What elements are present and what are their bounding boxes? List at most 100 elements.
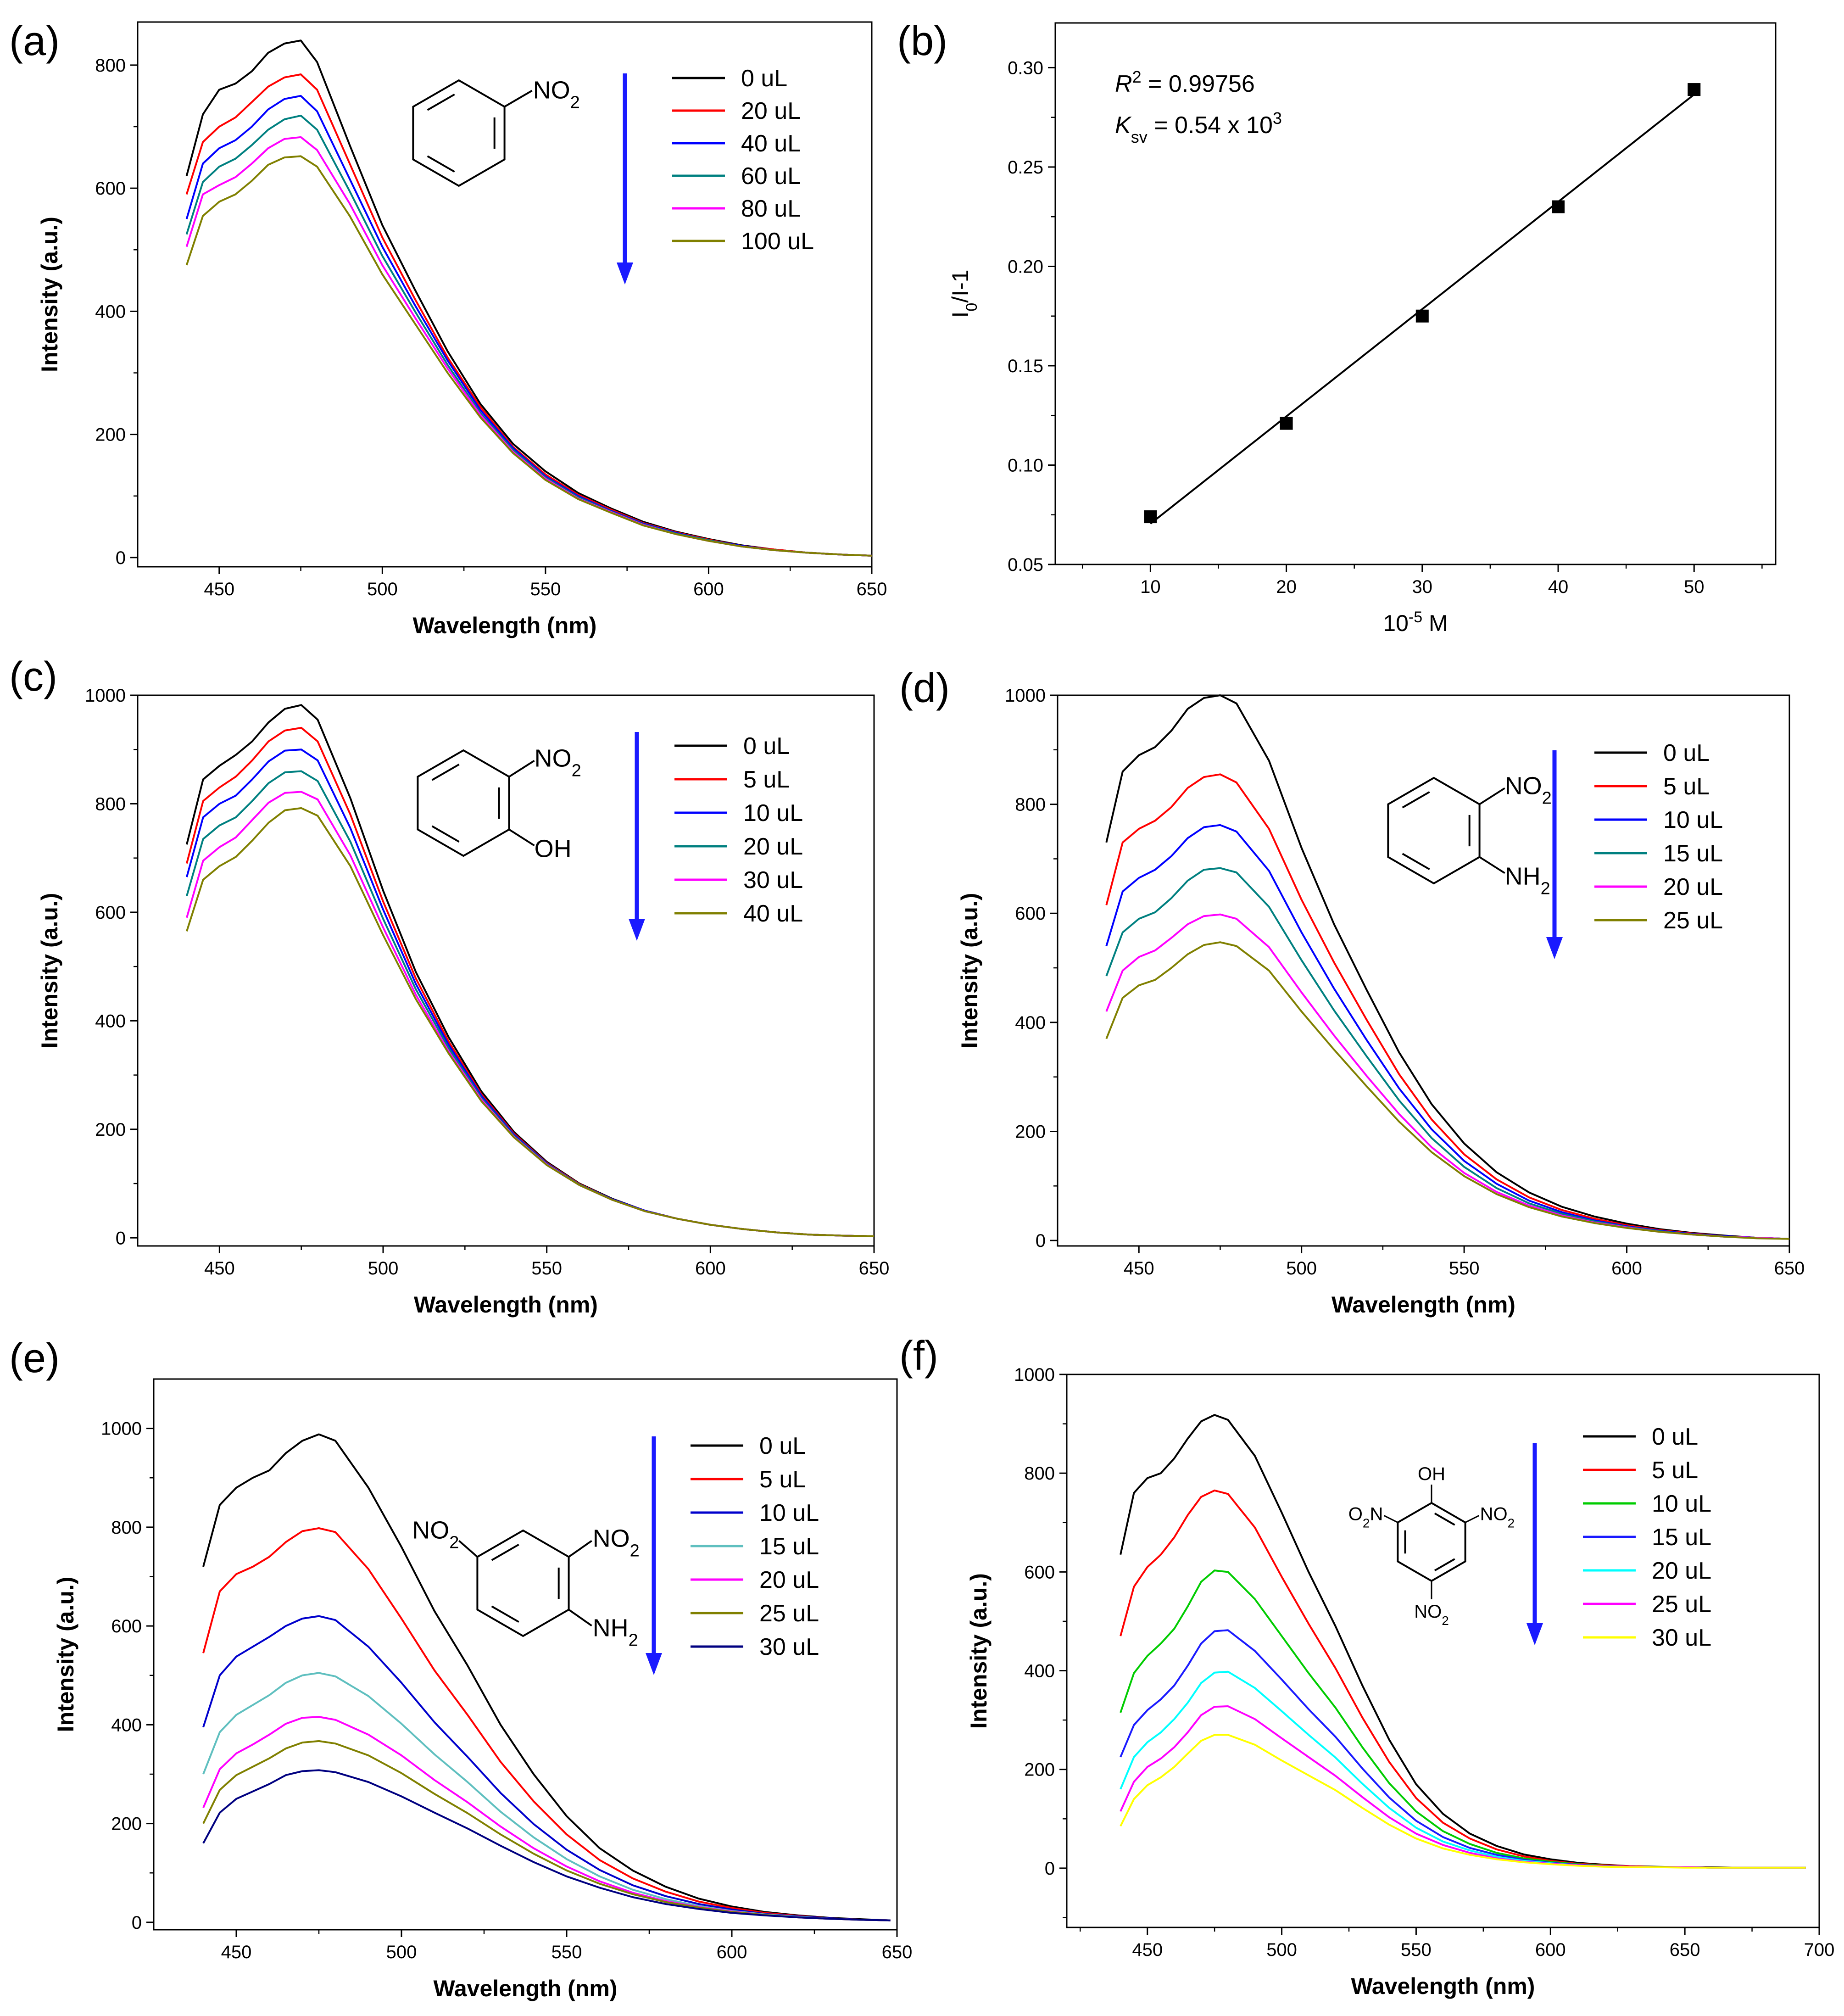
legend-label-c: 30 uL xyxy=(743,867,803,894)
legend-label-f: 10 uL xyxy=(1652,1491,1711,1517)
molecule-no2-label-a-sub: 2 xyxy=(570,93,580,112)
x-tick-label-b: 50 xyxy=(1684,577,1705,597)
x-tick-label-d: 500 xyxy=(1286,1258,1317,1279)
y-tick-label-f: 400 xyxy=(1024,1661,1055,1681)
y-tick-label-d: 400 xyxy=(1015,1013,1046,1033)
legend-label-f: 25 uL xyxy=(1652,1591,1711,1618)
y-axis-title-suffix: /I-1 xyxy=(947,269,973,302)
series-line-e-0 xyxy=(202,1433,891,1921)
x-tick-label-b: 30 xyxy=(1412,577,1433,597)
molecule-oh-label-c: OH xyxy=(535,835,572,863)
x-axis-title-a: Wavelength (nm) xyxy=(413,613,597,638)
ring-double-bond-d xyxy=(1402,791,1430,809)
molecule-no2-left-label-e-sub: 2 xyxy=(449,1533,459,1552)
annotation-r2-b: R2 = 0.99756 xyxy=(1115,67,1255,98)
y-tick-label-a: 800 xyxy=(95,56,126,76)
legend-label-a: 60 uL xyxy=(741,163,801,190)
chart-panel-a: (a) 450 500 550 600 650 0 200 400 600 800 Wavelengt… xyxy=(9,18,887,638)
x-tick-label-e: 600 xyxy=(717,1942,747,1962)
legend-label-d: 5 uL xyxy=(1663,773,1710,800)
molecule-nh2-label-e-sub: 2 xyxy=(629,1631,638,1650)
bond-sub-d xyxy=(1479,856,1505,874)
legend-label-d: 20 uL xyxy=(1663,874,1723,900)
quench-arrow-head-f xyxy=(1526,1623,1543,1645)
x-tick-label-f: 650 xyxy=(1670,1940,1700,1960)
x-tick-label-c: 550 xyxy=(531,1258,562,1279)
y-tick-label-e: 400 xyxy=(111,1715,142,1735)
y-tick-label-c: 1000 xyxy=(85,686,126,706)
quench-arrow-head-c xyxy=(629,919,645,941)
plot-frame-c xyxy=(137,694,875,1247)
x-tick-label-d: 450 xyxy=(1124,1258,1154,1279)
y-tick-label-e: 800 xyxy=(111,1518,142,1538)
legend-label-d: 15 uL xyxy=(1663,840,1723,867)
molecule-no2-label-a: NO2 xyxy=(533,77,580,112)
legend-label-c: 10 uL xyxy=(743,800,803,827)
ring-double-bond-f xyxy=(1434,1512,1455,1526)
annotation-ksv-b: Ksv = 0.54 x 103 xyxy=(1115,109,1282,146)
legend-label-c: 20 uL xyxy=(743,833,803,860)
legend-label-e: 0 uL xyxy=(759,1433,806,1459)
x-tick-label-c: 600 xyxy=(695,1258,726,1279)
x-axis-title-b: 10-5 M xyxy=(1383,609,1448,636)
x-tick-label-d: 650 xyxy=(1774,1258,1805,1279)
legend-label-f: 15 uL xyxy=(1652,1524,1711,1551)
legend-label-e: 30 uL xyxy=(759,1634,819,1660)
chart-panel-d: (d) 450 500 550 600 650 0 200 400 600 800 1000 Wavel… xyxy=(899,665,1805,1318)
legend-label-d: 25 uL xyxy=(1663,907,1723,934)
ring-double-bond-a xyxy=(427,155,455,173)
y-axis-title-a: Intensity (a.u.) xyxy=(37,217,62,372)
y-tick-label-a: 600 xyxy=(95,179,126,199)
x-tick-label-f: 550 xyxy=(1401,1940,1432,1960)
panel-label-a: (a) xyxy=(9,18,60,64)
x-tick-label-a: 650 xyxy=(857,579,887,599)
molecule-no2-label-d-base: NO xyxy=(1505,772,1542,800)
y-tick-label-b: 0.15 xyxy=(1008,356,1043,376)
x-axis-title-suffix: M xyxy=(1422,610,1448,636)
x-axis-title-sup: -5 xyxy=(1409,609,1422,626)
legend-label-e: 10 uL xyxy=(759,1500,819,1526)
y-tick-label-f: 800 xyxy=(1024,1463,1055,1484)
y-tick-label-f: 0 xyxy=(1045,1859,1055,1879)
molecule-nh2-label-e-base: NH xyxy=(593,1614,629,1642)
molecule-no2-right-label-f-sub: 2 xyxy=(1508,1516,1515,1530)
molecule-o2n-label-f-base: O xyxy=(1348,1504,1363,1525)
y-tick-label-b: 0.20 xyxy=(1008,257,1043,277)
molecule-no2-right-label-f: NO2 xyxy=(1480,1504,1515,1530)
x-tick-label-a: 500 xyxy=(367,579,398,599)
panel-label-d: (d) xyxy=(899,665,950,711)
y-tick-label-b: 0.10 xyxy=(1008,455,1043,475)
legend-label-f: 30 uL xyxy=(1652,1625,1711,1651)
legend-label-a: 80 uL xyxy=(741,195,801,222)
y-axis-title-e: Intensity (a.u.) xyxy=(53,1577,78,1732)
legend-label-e: 20 uL xyxy=(759,1567,819,1593)
panel-label-e: (e) xyxy=(9,1335,60,1381)
legend-label-e: 25 uL xyxy=(759,1600,819,1627)
y-axis-title-b: I0/I-1 xyxy=(947,269,980,318)
legend-label-a: 100 uL xyxy=(741,228,814,255)
molecule-no2-label-d: NO2 xyxy=(1505,772,1552,808)
y-tick-label-e: 1000 xyxy=(101,1419,142,1439)
plot-frame-b xyxy=(1054,22,1777,565)
y-tick-label-d: 800 xyxy=(1015,795,1046,815)
molecule-no2-left-label-e-base: NO xyxy=(412,1517,449,1544)
series-line-d-0 xyxy=(1105,694,1790,1240)
molecule-no2-label-a-base: NO xyxy=(533,77,570,104)
x-tick-label-c: 650 xyxy=(859,1258,890,1279)
plot-frame-e xyxy=(153,1378,898,1931)
y-tick-label-c: 400 xyxy=(95,1011,126,1031)
legend-label-d: 0 uL xyxy=(1663,740,1710,766)
molecule-nh2-label-d-base: NH xyxy=(1505,863,1541,890)
y-tick-label-d: 1000 xyxy=(1005,686,1046,706)
y-tick-label-f: 1000 xyxy=(1014,1365,1055,1385)
x-tick-label-e: 450 xyxy=(221,1942,252,1962)
y-axis-title-base: I xyxy=(947,312,973,318)
fit-line-b xyxy=(1150,94,1695,525)
quench-arrow-head-e xyxy=(646,1653,662,1675)
y-tick-label-f: 200 xyxy=(1024,1760,1055,1780)
y-axis-title-c: Intensity (a.u.) xyxy=(37,893,62,1049)
ring-double-bond-e xyxy=(491,1605,519,1623)
annotation-ksv-sup: 3 xyxy=(1273,109,1282,128)
x-tick-label-f: 500 xyxy=(1266,1940,1297,1960)
